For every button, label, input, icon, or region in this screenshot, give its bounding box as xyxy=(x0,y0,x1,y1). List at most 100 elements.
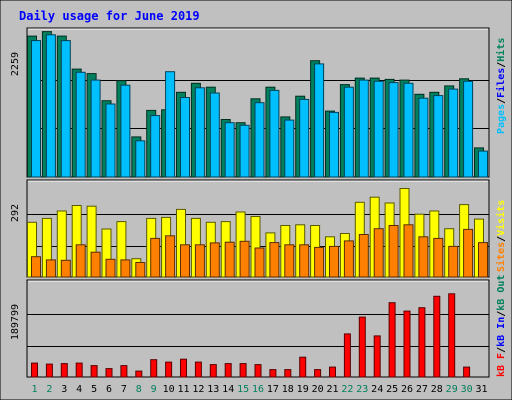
bar-hits-pages-day-28 xyxy=(433,95,444,178)
x-tick-label-day-7: 7 xyxy=(121,384,127,395)
series-legend-visits: Sites/Visits xyxy=(495,200,507,272)
bar-visits-sites-day-10 xyxy=(165,235,176,278)
x-tick-label-day-20: 20 xyxy=(312,384,324,395)
bar-visits-sites-day-21 xyxy=(329,245,339,278)
bar-visits-sites-day-15 xyxy=(239,240,250,278)
bar-kbytes-kb-f-day-17 xyxy=(269,369,277,378)
bar-hits-pages-day-17 xyxy=(269,89,280,178)
x-tick-label-day-6: 6 xyxy=(106,384,112,395)
bar-visits-sites-day-7 xyxy=(120,259,131,278)
x-tick-label-day-25: 25 xyxy=(386,384,398,395)
bar-kbytes-kb-f-day-3 xyxy=(60,363,68,378)
legend-entry: Sites xyxy=(495,242,507,272)
bar-hits-pages-day-9 xyxy=(150,115,161,178)
bar-visits-sites-day-23 xyxy=(358,234,369,278)
bar-hits-pages-day-5 xyxy=(90,79,101,178)
bar-kbytes-kb-f-day-23 xyxy=(358,316,366,378)
bar-hits-pages-day-15 xyxy=(239,124,250,178)
bar-kbytes-kb-f-day-24 xyxy=(373,335,381,378)
x-tick-label-day-18: 18 xyxy=(282,384,294,395)
bar-visits-sites-day-20 xyxy=(314,246,325,278)
bar-hits-pages-day-31 xyxy=(478,150,488,178)
bar-visits-sites-day-24 xyxy=(373,228,384,278)
panels: 2259Pages/Files/Hits292Sites/Visits18979… xyxy=(10,27,507,378)
bar-visits-sites-day-22 xyxy=(343,240,354,278)
x-tick-label-day-3: 3 xyxy=(61,384,67,395)
x-tick-label-day-2: 2 xyxy=(46,384,52,395)
y-max-label-kbytes: 189799 xyxy=(10,304,21,340)
bar-hits-pages-day-30 xyxy=(463,80,474,178)
bar-hits-pages-day-18 xyxy=(284,119,295,178)
bar-hits-pages-day-27 xyxy=(418,97,429,178)
x-tick-label-day-31: 31 xyxy=(475,384,487,395)
bar-kbytes-kb-f-day-11 xyxy=(180,358,187,378)
bar-hits-pages-day-8 xyxy=(135,140,146,178)
bar-hits-pages-day-19 xyxy=(299,98,310,178)
bar-visits-sites-day-17 xyxy=(269,242,280,278)
chart-title: Daily usage for June 2019 xyxy=(19,9,200,23)
bar-kbytes-kb-f-day-21 xyxy=(329,366,336,378)
x-tick-label-day-13: 13 xyxy=(207,384,219,395)
x-tick-label-day-8: 8 xyxy=(136,384,142,395)
x-tick-label-day-23: 23 xyxy=(356,384,368,395)
legend-entry: Pages xyxy=(496,104,507,134)
x-tick-label-day-28: 28 xyxy=(431,384,443,395)
x-tick-label-day-14: 14 xyxy=(222,384,234,395)
bar-kbytes-kb-f-day-19 xyxy=(299,356,307,378)
bar-kbytes-kb-f-day-16 xyxy=(254,364,262,378)
bar-kbytes-kb-f-day-25 xyxy=(388,302,396,378)
bar-hits-pages-day-7 xyxy=(120,84,131,178)
bar-visits-sites-day-29 xyxy=(448,245,459,278)
x-axis-labels: 1 2 3 4 5 6 7 8 9 10 11 12 13 14 15 16 17 18 19 20 21 22 23 24 2… xyxy=(31,384,487,395)
x-tick-label-day-19: 19 xyxy=(297,384,309,395)
bar-hits-pages-day-1 xyxy=(31,40,41,178)
legend-entry: / xyxy=(496,311,507,317)
series-legend-hits: Pages/Files/Hits xyxy=(495,38,507,134)
bar-hits-pages-day-21 xyxy=(329,111,339,178)
x-tick-label-day-26: 26 xyxy=(401,384,413,395)
bar-visits-sites-day-30 xyxy=(463,228,474,278)
bar-hits-pages-day-29 xyxy=(448,88,459,178)
legend-entry: kB Out xyxy=(496,275,507,311)
x-tick-label-day-24: 24 xyxy=(371,384,383,395)
bar-hits-pages-day-2 xyxy=(45,34,56,178)
bar-kbytes-kb-f-day-5 xyxy=(90,365,98,378)
x-tick-label-day-22: 22 xyxy=(341,384,353,395)
bar-visits-sites-day-16 xyxy=(254,247,265,278)
bar-hits-pages-day-20 xyxy=(314,63,325,178)
bar-visits-sites-day-19 xyxy=(299,244,310,278)
x-tick-label-day-1: 1 xyxy=(31,384,37,395)
legend-entry: kB F xyxy=(496,353,507,377)
bar-hits-pages-day-3 xyxy=(60,40,71,178)
legend-entry: kB In xyxy=(496,317,507,347)
legend-entry: / xyxy=(496,62,507,68)
legend-entry: / xyxy=(496,347,507,353)
bar-hits-pages-day-22 xyxy=(343,86,354,178)
bar-kbytes-kb-f-day-28 xyxy=(433,295,441,378)
bar-visits-sites-day-14 xyxy=(224,241,235,278)
bar-visits-sites-day-5 xyxy=(90,251,101,278)
bar-kbytes-kb-f-day-1 xyxy=(31,362,38,378)
legend-entry: Visits xyxy=(495,200,507,236)
bar-visits-sites-day-11 xyxy=(180,244,190,278)
bar-visits-sites-day-1 xyxy=(31,256,41,278)
bar-visits-sites-day-31 xyxy=(478,242,488,278)
x-tick-label-day-11: 11 xyxy=(177,384,189,395)
bar-hits-pages-day-23 xyxy=(358,79,369,178)
x-tick-label-day-30: 30 xyxy=(461,384,473,395)
bar-hits-pages-day-26 xyxy=(403,82,414,178)
bar-kbytes-kb-f-day-12 xyxy=(194,361,202,378)
bar-kbytes-kb-f-day-26 xyxy=(403,310,411,378)
bar-visits-sites-day-28 xyxy=(433,237,444,278)
y-max-label-hits: 2259 xyxy=(10,52,21,76)
bar-visits-sites-day-26 xyxy=(403,224,414,278)
legend-entry: / xyxy=(496,98,507,104)
bar-hits-pages-day-10 xyxy=(165,71,176,178)
bar-visits-sites-day-2 xyxy=(45,259,56,278)
x-tick-label-day-27: 27 xyxy=(416,384,428,395)
bar-kbytes-kb-f-day-18 xyxy=(284,369,292,378)
bar-hits-pages-day-25 xyxy=(388,82,399,178)
bar-hits-pages-day-11 xyxy=(180,97,190,178)
